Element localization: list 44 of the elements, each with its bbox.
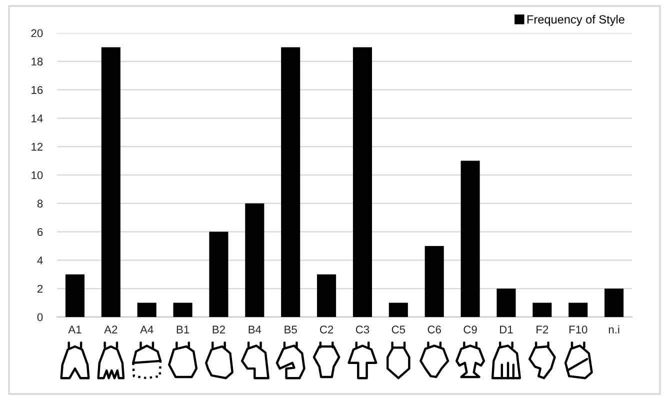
- y-tick-label: 0: [37, 313, 43, 322]
- x-tick-label: n.i: [608, 325, 620, 334]
- y-tick-label: 12: [32, 142, 43, 151]
- x-tick-label: F10: [569, 326, 588, 334]
- bar: [101, 47, 120, 317]
- bar: [173, 302, 192, 317]
- bar: [281, 47, 300, 317]
- y-tick-label: 14: [32, 114, 43, 122]
- y-tick-label: 10: [32, 171, 43, 180]
- x-tick-label: D1: [500, 326, 513, 334]
- x-tick-label: B1: [176, 326, 190, 334]
- bar: [388, 302, 408, 317]
- legend-label: Frequency of Style: [527, 14, 624, 26]
- y-tick-label: 16: [32, 86, 43, 94]
- x-tick-label: B5: [284, 326, 297, 334]
- bar: [496, 288, 516, 317]
- bar: [460, 160, 480, 317]
- bar: [65, 274, 84, 317]
- y-tick-label: 4: [37, 256, 43, 264]
- bar: [532, 302, 552, 317]
- x-tick-label: B2: [212, 326, 225, 334]
- x-tick-label: C3: [356, 326, 370, 334]
- bar: [568, 302, 588, 317]
- bar: [317, 274, 336, 317]
- x-tick-label: B4: [248, 326, 262, 334]
- y-tick-label: 18: [32, 58, 43, 66]
- x-tick-label: A2: [104, 326, 118, 334]
- y-tick-label: 20: [31, 29, 43, 38]
- x-tick-label: C2: [320, 326, 334, 334]
- bar: [209, 232, 228, 317]
- x-tick-label: A4: [140, 326, 154, 334]
- x-tick-label: A1: [68, 326, 82, 334]
- bar: [424, 246, 444, 317]
- bar: [604, 288, 624, 317]
- x-tick-label: C5: [392, 326, 406, 334]
- bar: [245, 203, 264, 317]
- x-tick-label: F2: [536, 326, 548, 334]
- y-tick-label: 2: [37, 284, 43, 293]
- x-tick-label: C9: [464, 326, 477, 334]
- bar: [352, 47, 372, 317]
- bar: [137, 302, 156, 317]
- y-tick-label: 6: [37, 228, 43, 236]
- x-tick-label: C6: [428, 326, 441, 334]
- y-tick-label: 8: [37, 200, 43, 208]
